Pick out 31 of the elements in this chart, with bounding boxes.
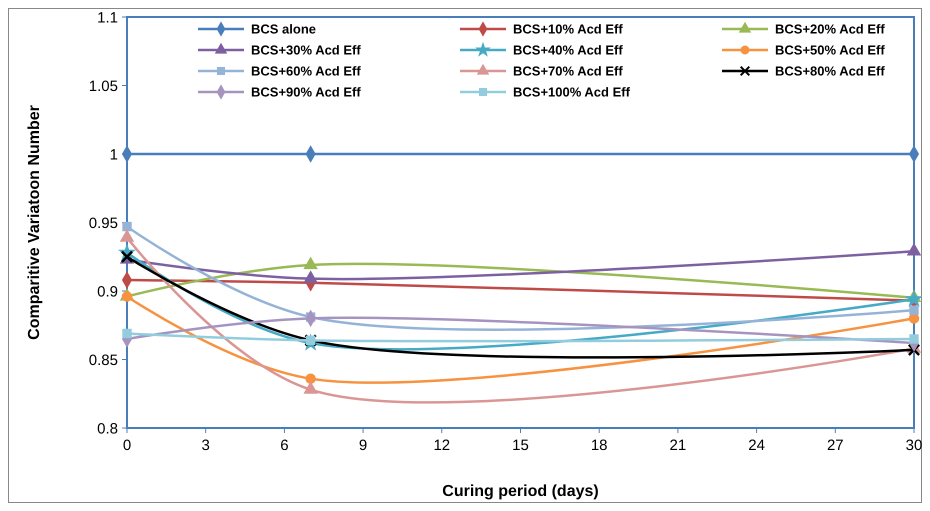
y-tick-label: 1.1 <box>97 9 118 26</box>
legend-label: BCS+20% Acd Eff <box>775 22 886 37</box>
legend-label: BCS+90% Acd Eff <box>251 84 362 100</box>
legend-label: BCS+40% Acd Eff <box>513 42 624 58</box>
x-tick-label: 0 <box>122 437 132 454</box>
y-axis-title: Comparitive Variatoon Number <box>26 105 43 340</box>
x-tick-label: 6 <box>280 437 289 454</box>
y-tick-label: 1.05 <box>88 78 118 95</box>
x-tick-label: 30 <box>906 437 922 454</box>
x-tick-label: 18 <box>590 437 608 454</box>
x-tick-label: 24 <box>748 437 765 454</box>
y-tick-label: 1 <box>110 146 118 164</box>
legend-label: BCS+100% Acd Eff <box>513 84 631 100</box>
legend-label: BCS+80% Acd Eff <box>775 64 886 79</box>
x-axis-title: Curing period (days) <box>442 483 599 500</box>
x-tick-label: 12 <box>433 437 450 454</box>
legend-label: BCS+70% Acd Eff <box>513 64 624 79</box>
x-tick-label: 15 <box>512 437 529 454</box>
x-tick-label: 21 <box>670 437 686 454</box>
legend-label: BCS+60% Acd Eff <box>251 64 362 79</box>
legend-label: BCS alone <box>251 22 316 37</box>
x-tick-label: 9 <box>358 437 368 454</box>
legend-label: BCS+30% Acd Eff <box>251 42 362 58</box>
y-tick-label: 0.8 <box>97 420 118 438</box>
y-tick-label: 0.85 <box>88 352 118 369</box>
legend-label: BCS+10% Acd Eff <box>513 22 624 37</box>
y-tick-label: 0.9 <box>97 283 118 300</box>
y-tick-label: 0.95 <box>88 214 118 232</box>
x-tick-label: 27 <box>826 437 844 454</box>
x-tick-label: 3 <box>202 437 210 454</box>
legend-label: BCS+50% Acd Eff <box>775 42 886 58</box>
